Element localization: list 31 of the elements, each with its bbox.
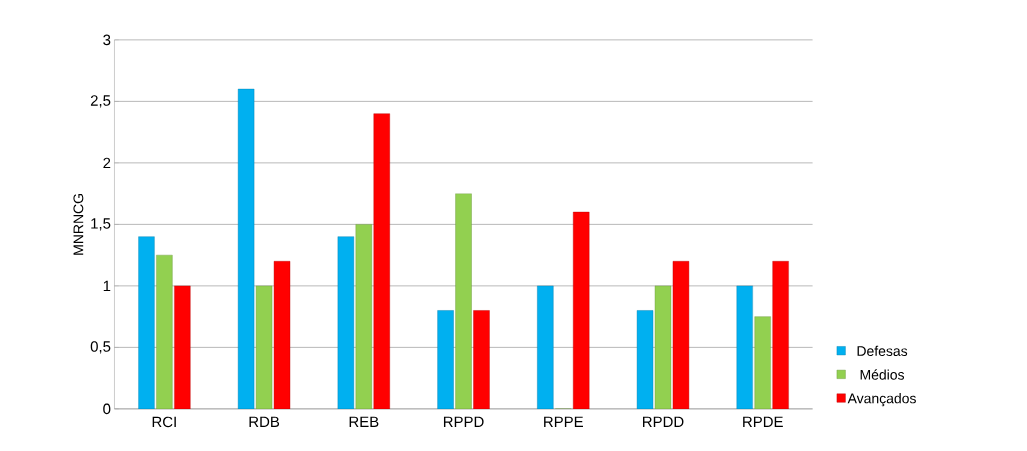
- bar: [437, 310, 454, 409]
- x-tick-label: RPDD: [643, 416, 684, 428]
- bar: [473, 310, 490, 409]
- bar: [355, 224, 372, 409]
- y-tick-label: 3: [103, 34, 111, 46]
- legend-label: Médios: [860, 369, 905, 380]
- bar: [537, 285, 554, 409]
- legend-label: Avançados: [847, 393, 916, 407]
- x-tick-label: RPPD: [443, 416, 484, 428]
- bar: [174, 285, 191, 409]
- x-tick-label: REB: [349, 416, 379, 428]
- bar: [138, 236, 155, 409]
- y-tick-label: 1,5: [91, 218, 111, 231]
- y-tick-label: 1: [103, 280, 111, 292]
- y-tick-label: 0: [103, 403, 111, 415]
- bar: [156, 255, 173, 409]
- bar: [455, 193, 472, 409]
- y-axis-title: MNRNCG: [73, 194, 84, 255]
- x-tick-label: RDB: [249, 416, 280, 428]
- y-tick-label: 2: [103, 157, 111, 169]
- legend-label: Defesas: [857, 345, 908, 357]
- y-tick-label: 0,5: [90, 341, 111, 354]
- bar: [754, 316, 771, 409]
- x-tick-label: RPDE: [743, 416, 783, 428]
- x-tick-label: RCI: [152, 416, 176, 428]
- bar: [373, 113, 390, 409]
- bar: [736, 285, 753, 409]
- bar: [772, 261, 789, 409]
- bar: [573, 211, 590, 409]
- y-tick-label: 2,5: [90, 95, 111, 108]
- x-tick-label: RPPE: [544, 416, 583, 428]
